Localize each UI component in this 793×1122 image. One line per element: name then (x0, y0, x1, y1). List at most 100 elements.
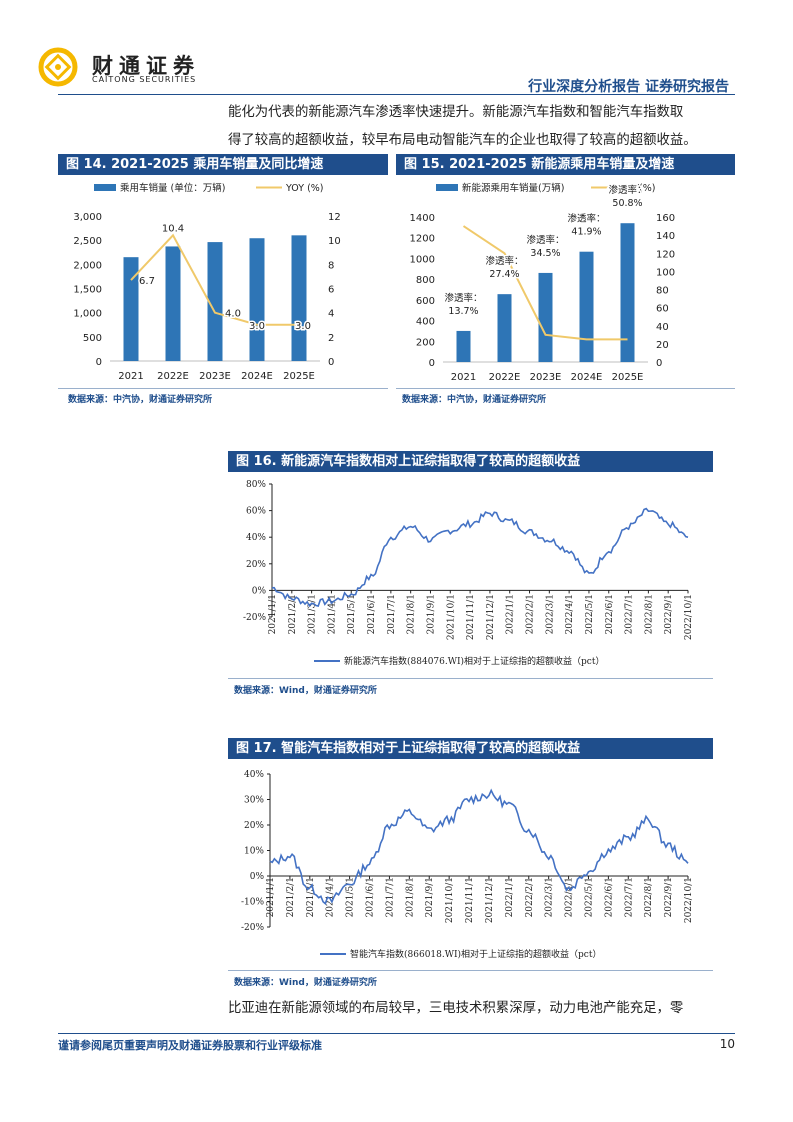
x-tick-label: 2021/3/1 (308, 594, 318, 634)
legend-bar-swatch (94, 184, 116, 191)
y-tick-label: 600 (416, 296, 435, 307)
y-tick-label: 40% (244, 770, 264, 780)
x-tick-label: 2021/8/1 (407, 594, 417, 634)
x-tick-label: 2021/2/1 (288, 594, 298, 634)
y-tick-label: -20% (241, 923, 264, 933)
y-tick-label: 0 (96, 357, 102, 368)
bar (579, 251, 594, 362)
figure-title: 图 14. 2021-2025 乘用车销量及同比增速 (58, 154, 388, 175)
y-tick-label: 30% (244, 796, 264, 806)
x-tick-label: 2022/6/1 (605, 594, 615, 634)
figure-source: 数据来源：Wind，财通证券研究所 (234, 978, 377, 988)
brand-name-en: CAITONG SECURITIES (92, 75, 197, 84)
bar (123, 257, 139, 361)
x-tick-label: 2021/9/1 (425, 877, 435, 917)
x-tick-label: 2022/4/1 (565, 877, 575, 917)
bar (207, 242, 223, 361)
y2-tick-label: 20 (656, 340, 669, 351)
x-tick-label: 2021/1/1 (266, 877, 276, 917)
x-tick-label: 2021/9/1 (426, 594, 436, 634)
x-tick-label: 2023E (530, 372, 562, 383)
data-label: 渗透率： 13.7% (444, 292, 482, 317)
fig16-chart: -20% 0% 20% 40% 60% 80% 2021/1/1 2021/2/1 2021/3… (228, 474, 713, 676)
y2-tick-label: 160 (656, 213, 675, 224)
x-tick-label: 2021/5/1 (347, 594, 357, 634)
figure-divider (58, 388, 388, 389)
legend-label: YOY (%) (285, 183, 324, 194)
y-tick-label: 2,000 (73, 260, 102, 271)
y2-tick-label: 10 (328, 236, 341, 247)
bar (456, 330, 471, 362)
brand-name-cn: 财通证券 (92, 54, 200, 78)
x-tick-label: 2022E (157, 371, 189, 382)
paragraph-line: 比亚迪在新能源领域的布局较早，三电技术积累深厚，动力电池产能充足，零 (228, 1001, 684, 1016)
y2-tick-label: 40 (656, 322, 669, 333)
x-tick-label: 2021/3/1 (306, 877, 316, 917)
data-label: 3.0 (249, 321, 265, 332)
x-tick-label: 2022/7/1 (625, 594, 635, 634)
bar (291, 235, 307, 361)
y2-tick-label: 6 (328, 285, 334, 296)
x-tick-label: 2022/9/1 (664, 594, 674, 634)
x-tick-label: 2021/7/1 (387, 594, 397, 634)
x-tick-label: 2021/7/1 (385, 877, 395, 917)
x-tick-label: 2024E (571, 372, 603, 383)
x-tick-label: 2022/10/1 (684, 594, 694, 640)
figure-divider (396, 388, 735, 389)
y-tick-label: 0 (429, 358, 435, 369)
x-tick-label: 2022E (489, 372, 521, 383)
x-tick-label: 2021/12/1 (485, 877, 495, 923)
y-tick-label: 400 (416, 317, 435, 328)
data-label: 渗透率： 50.8% (608, 184, 646, 209)
y-tick-label: 1000 (410, 254, 435, 265)
y-tick-label: 500 (83, 333, 102, 344)
x-tick-label: 2021 (118, 371, 143, 382)
report-type: 行业深度分析报告 证券研究报告 (528, 79, 729, 95)
y-tick-label: -10% (241, 898, 264, 908)
y-tick-label: 20% (246, 560, 266, 570)
x-tick-label: 2021/8/1 (405, 877, 415, 917)
series-line (271, 507, 689, 608)
y-tick-label: 2,500 (73, 236, 102, 247)
x-tick-label: 2022/1/1 (506, 594, 516, 634)
footer-divider (58, 1033, 735, 1034)
figure-title: 图 15. 2021-2025 新能源乘用车销量及增速 (396, 154, 735, 175)
y-tick-label: 40% (246, 533, 266, 543)
y2-tick-label: 2 (328, 333, 334, 344)
figure-source: 数据来源：中汽协，财通证券研究所 (68, 395, 213, 405)
x-tick-label: 2022/7/1 (624, 877, 634, 917)
bar (620, 223, 635, 362)
y2-tick-label: 0 (656, 358, 662, 369)
x-tick-label: 2025E (283, 371, 315, 382)
x-tick-label: 2021/10/1 (445, 877, 455, 923)
y2-tick-label: 0 (328, 357, 334, 368)
yoy-line (130, 233, 299, 326)
y-tick-label: -20% (243, 613, 266, 623)
figure-source: 数据来源：Wind，财通证券研究所 (234, 686, 377, 696)
bar (249, 238, 265, 361)
data-label: 渗透率： 27.4% (485, 255, 523, 280)
y2-tick-label: 60 (656, 304, 669, 315)
x-tick-label: 2022/5/1 (584, 877, 594, 917)
x-tick-label: 2021/1/1 (268, 594, 278, 634)
header-divider (58, 94, 735, 95)
x-tick-label: 2025E (612, 372, 644, 383)
data-label: 3.0 (295, 321, 311, 332)
y-tick-label: 0% (250, 872, 265, 882)
fig15-chart: 新能源乘用车销量(万辆) YOY(%) 0 200 400 600 800 1000 1200 1… (396, 176, 735, 386)
x-tick-label: 2021/12/1 (486, 594, 496, 640)
data-label: 10.4 (162, 223, 184, 234)
x-tick-label: 2021/11/1 (465, 877, 475, 923)
y-tick-label: 200 (416, 337, 435, 348)
logo-mark-icon (38, 47, 78, 87)
paragraph-line: 能化为代表的新能源汽车渗透率快速提升。新能源汽车指数和智能汽车指数取 (228, 105, 684, 120)
legend-label: YOY(%) (620, 183, 655, 194)
data-label: 4.0 (225, 309, 241, 320)
footer-disclaimer: 谨请参阅尾页重要声明及财通证券股票和行业评级标准 (58, 1039, 322, 1052)
x-tick-label: 2023E (199, 371, 231, 382)
bar (538, 272, 553, 362)
legend-label: 乘用车销量 (单位：万辆) (120, 182, 225, 194)
bar (165, 246, 181, 361)
y2-tick-label: 100 (656, 267, 675, 278)
x-tick-label: 2022/2/1 (526, 594, 536, 634)
